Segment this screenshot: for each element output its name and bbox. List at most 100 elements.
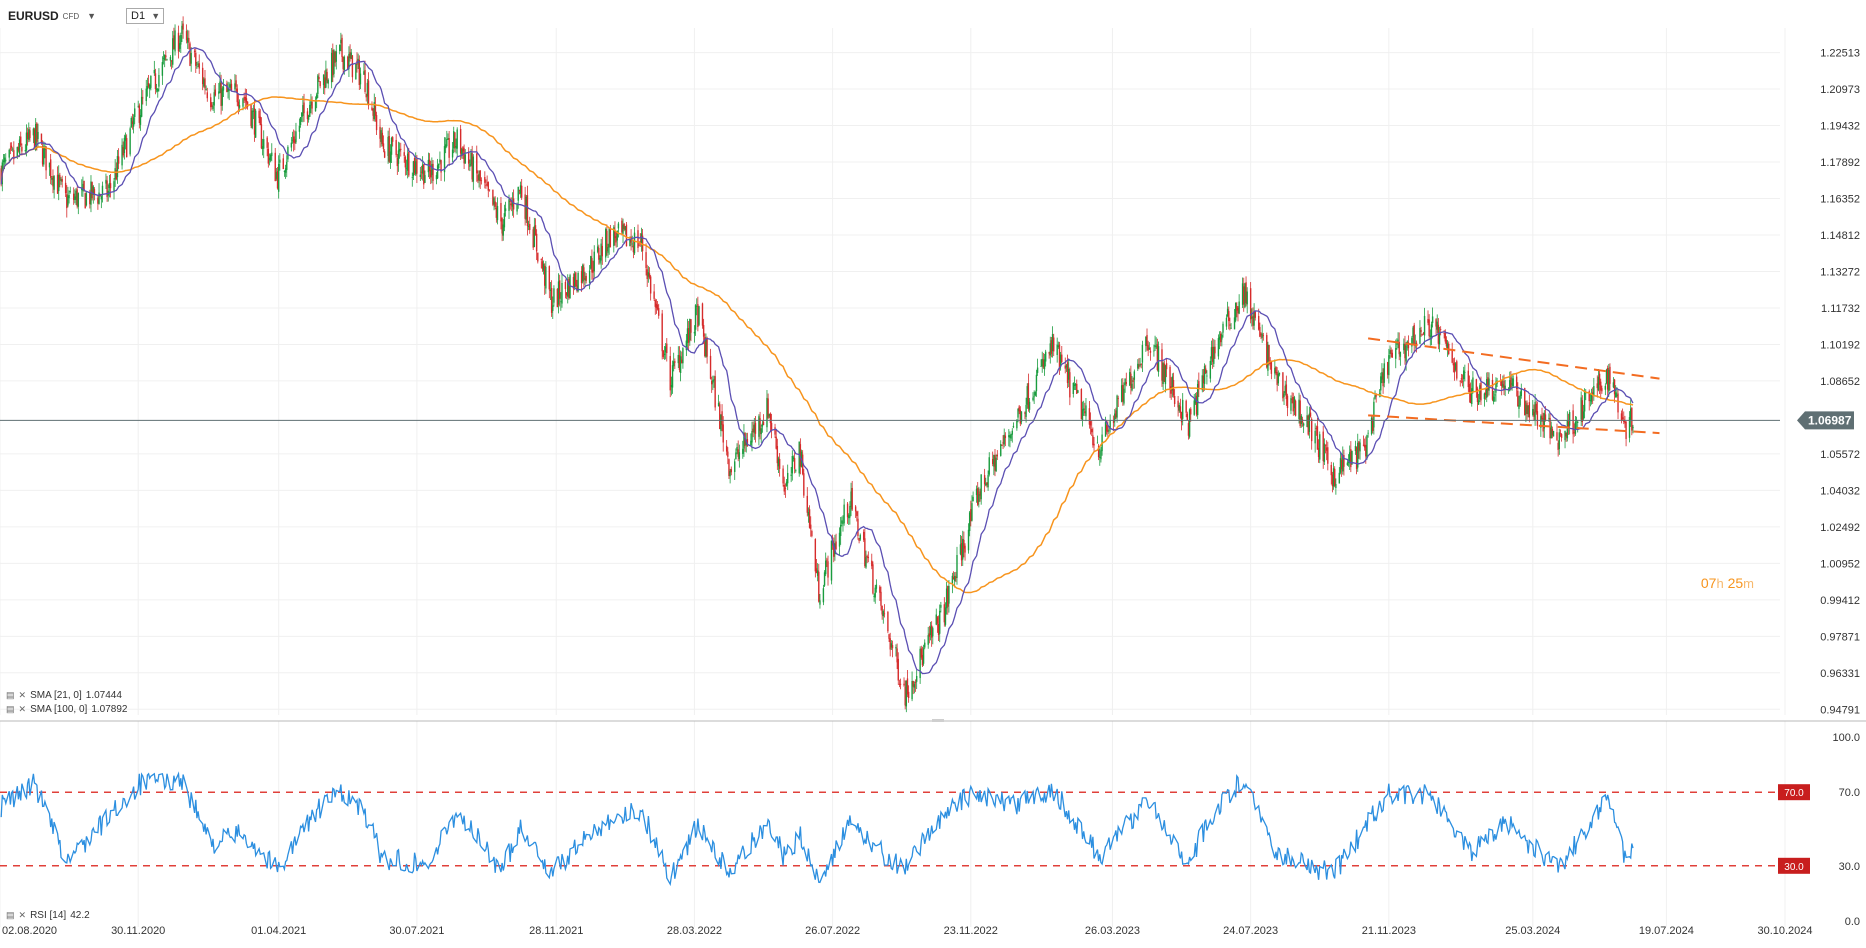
close-icon[interactable]: ✕: [18, 910, 27, 920]
candle-body: [333, 50, 335, 74]
candle-body: [1429, 335, 1432, 337]
time-axis[interactable]: 02.08.2020 30.11.2020 01.04.2021 30.07.2021…: [2, 925, 1813, 937]
candle-body: [198, 63, 200, 69]
close-icon[interactable]: ✕: [18, 690, 27, 700]
candle-body: [1358, 441, 1360, 451]
candle-body: [791, 455, 794, 474]
symbol-name[interactable]: EURUSD: [8, 9, 59, 23]
candle-body: [408, 152, 410, 176]
candle-body: [891, 645, 894, 649]
candle-body: [1612, 382, 1615, 388]
candle-body: [1452, 363, 1455, 366]
price-tick-label: 1.14812: [1820, 230, 1860, 242]
candle-body: [1107, 430, 1109, 433]
candle-body: [920, 648, 922, 658]
candle-body: [1386, 362, 1389, 375]
candle-body: [359, 73, 362, 85]
candle-body: [35, 124, 37, 150]
candle-body: [575, 272, 577, 286]
candle-body: [598, 247, 600, 260]
candle-body: [1157, 346, 1160, 372]
price-tick-label: 1.17892: [1820, 157, 1860, 169]
candle-body: [533, 226, 536, 247]
candle-body: [696, 306, 698, 307]
candle-body: [1520, 388, 1522, 397]
candle-body: [29, 130, 31, 139]
settings-icon[interactable]: ▤: [6, 704, 15, 714]
candle-body: [85, 193, 88, 206]
candle-body: [155, 88, 158, 91]
candle-body: [364, 70, 366, 92]
candle-body: [1533, 411, 1535, 417]
pane-resize-handle[interactable]: [932, 719, 944, 722]
candle-body: [609, 227, 612, 248]
candle-body: [1574, 421, 1577, 434]
timeframe-select[interactable]: D1 ▼: [126, 8, 165, 24]
rsi-axis[interactable]: 100.0 70.0 30.0 0.0: [1832, 732, 1860, 928]
candle-body: [685, 340, 688, 351]
candle-body: [1003, 434, 1005, 445]
candle-body: [488, 189, 491, 191]
candle-body: [1211, 346, 1214, 362]
candle-body: [1220, 333, 1222, 343]
indicator-sma-100-label: SMA [100, 0]: [30, 704, 88, 715]
candle-body: [374, 105, 377, 116]
candle-body: [496, 206, 499, 221]
candle-body: [1468, 384, 1471, 394]
candle-body: [960, 543, 963, 561]
candle-body: [468, 151, 470, 164]
candle-body: [129, 128, 131, 155]
candle-body: [580, 271, 583, 284]
candle-body: [310, 101, 312, 106]
candle-body: [447, 138, 449, 140]
candle-body: [943, 604, 946, 623]
candle-body: [601, 245, 603, 257]
candle-body: [1446, 343, 1449, 349]
candle-body: [914, 682, 917, 684]
trend-line[interactable]: [1368, 414, 1660, 435]
candle-body: [830, 540, 833, 581]
candle-body: [1058, 344, 1061, 370]
candle-body: [205, 89, 207, 90]
candle-body: [730, 469, 732, 473]
candle-body: [1591, 392, 1594, 395]
close-icon[interactable]: ✕: [18, 704, 27, 714]
price-axis[interactable]: 1.22513 1.20973 1.19432 1.17892 1.16352 1.148…: [1820, 48, 1860, 717]
candle-body: [1459, 380, 1461, 382]
trend-line[interactable]: [1367, 337, 1660, 380]
candle-body: [125, 138, 128, 158]
candle-body: [1566, 420, 1569, 439]
candle-body: [134, 108, 136, 118]
candle-body: [1526, 402, 1528, 415]
candle-body: [371, 107, 373, 110]
candle-body: [1053, 337, 1055, 352]
settings-icon[interactable]: ▤: [6, 910, 15, 920]
chevron-down-icon[interactable]: ▼: [87, 11, 97, 21]
candle-body: [1422, 332, 1425, 334]
candle-body: [397, 150, 400, 164]
candle-body: [142, 97, 144, 99]
candle-body: [1073, 384, 1076, 386]
candle-body: [638, 244, 640, 246]
candle-body: [1202, 375, 1205, 384]
candle-body: [1558, 432, 1560, 450]
candle-body: [1534, 401, 1536, 421]
candle-body: [1017, 408, 1019, 418]
date-tick-label: 26.07.2022: [805, 925, 860, 937]
candle-body: [874, 587, 876, 598]
settings-icon[interactable]: ▤: [6, 690, 15, 700]
candle-body: [693, 331, 696, 334]
channel-trendlines[interactable]: [1367, 337, 1660, 435]
candle-body: [108, 183, 111, 188]
price-tick-label: 1.00952: [1820, 558, 1860, 570]
candle-body: [1218, 336, 1221, 340]
candle-body: [471, 153, 473, 180]
candle-body: [146, 86, 149, 90]
candle-body: [234, 83, 236, 90]
candle-body: [1155, 346, 1157, 348]
candle-body: [157, 88, 159, 92]
candle-body: [865, 557, 867, 568]
chevron-down-icon[interactable]: ▼: [151, 11, 161, 21]
candle-body: [416, 158, 418, 174]
